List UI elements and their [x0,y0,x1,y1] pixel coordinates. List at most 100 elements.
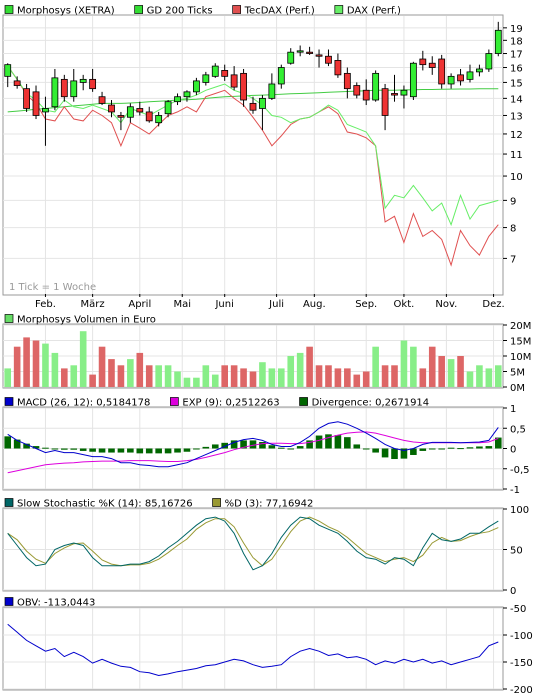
candle-body [485,53,493,70]
candle-body [494,29,502,54]
legend-swatch [170,397,179,406]
legend-swatch [4,597,14,606]
volume-bar [447,359,455,387]
candle-body [117,115,125,118]
candle-body [79,78,87,83]
candle-body [126,106,134,118]
divergence-bar [259,442,266,449]
candle-body [136,108,144,113]
divergence-bar [136,448,144,454]
legend-label: Morphosys Volumen in Euro [17,315,156,326]
divergence-bar [494,437,502,449]
divergence-bar [89,448,96,452]
volume-bar [98,346,106,387]
divergence-bar [98,448,106,453]
divergence-bar [174,448,181,453]
divergence-bar [278,447,285,449]
candle-body [353,85,361,96]
y-tick-label: -200 [510,685,533,696]
candle-body [315,54,323,57]
y-tick-label: 15M [510,337,531,348]
legend-label: MACD (26, 12): 0,5184178 [17,398,150,409]
volume-bar [438,356,445,387]
volume-bar [70,365,78,387]
volume-bar [249,371,257,387]
legend-label: Slow Stochastic %K (14): 85,16726 [17,499,193,510]
candle-body [13,80,21,86]
candle-body [268,83,276,99]
divergence-bar [372,448,379,453]
legend-label: Morphosys (XETRA) [17,6,115,17]
volume-bar [353,374,361,387]
x-tick-label: Juli [268,299,284,310]
y-tick-label: 9 [510,196,516,207]
candle-body [343,72,351,90]
y-tick-label: 20M [510,321,531,332]
legend-swatch [334,5,344,14]
divergence-bar [296,446,304,449]
y-tick-label: 1 [510,404,516,415]
divergence-bar [23,443,30,449]
candle-body [32,91,40,116]
volume-bar [325,365,332,387]
x-tick-label: Juni [214,299,233,310]
divergence-bar [391,448,398,460]
stochastic-k-line [7,516,499,571]
divergence-bar [325,434,332,449]
divergence-bar [306,440,313,449]
volume-bar [334,368,342,387]
divergence-bar [268,445,276,449]
panel-frame [2,606,504,691]
divergence-bar [4,436,12,449]
y-tick-label: 100 [510,505,529,516]
tick-note: 1 Tick = 1 Woche [9,282,96,293]
candle-body [334,60,342,76]
divergence-bar [145,448,153,454]
volume-bar [127,359,134,387]
exp-line [7,431,499,474]
candle-body [221,70,229,77]
divergence-bar [362,448,370,450]
divergence-bar [249,440,257,449]
divergence-bar [410,448,417,455]
divergence-bar [155,448,162,454]
candle-body [259,97,266,109]
divergence-bar [230,440,238,449]
x-tick-label: Aug. [303,299,326,310]
divergence-bar [32,446,40,449]
divergence-bar [344,437,351,449]
y-tick-label: -0,5 [510,465,530,476]
divergence-bar [13,439,21,449]
divergence-bar [447,447,455,449]
candle-body [98,96,106,104]
divergence-bar [438,448,445,450]
legend-label: TecDAX (Perf.) [244,6,315,17]
volume-bar [23,337,30,387]
volume-bar [428,346,436,387]
divergence-bar [428,448,436,450]
divergence-bar [42,447,49,449]
legend-label: GD 200 Ticks [147,6,213,17]
y-tick-label: 0 [510,586,516,597]
candle-body [4,64,12,77]
volume-bar [13,346,21,387]
volume-bar [108,359,115,387]
candle-body [419,58,427,66]
x-tick-label: Dez. [482,299,504,310]
y-tick-label: -100 [510,631,533,642]
divergence-bar [51,448,59,450]
legend-swatch [232,5,241,14]
candle-body [287,51,295,64]
candle-body [240,72,247,101]
volume-bar [466,371,474,387]
series-line-tecdax-perf- [7,65,499,267]
y-tick-label: 50 [510,546,523,557]
candle-body [108,104,115,113]
y-tick-label: 13 [510,111,523,122]
volume-bar [372,346,379,387]
candle-body [381,88,389,116]
legend-swatch [134,5,144,14]
volume-bar [362,371,370,387]
y-tick-label: 5M [510,368,525,379]
